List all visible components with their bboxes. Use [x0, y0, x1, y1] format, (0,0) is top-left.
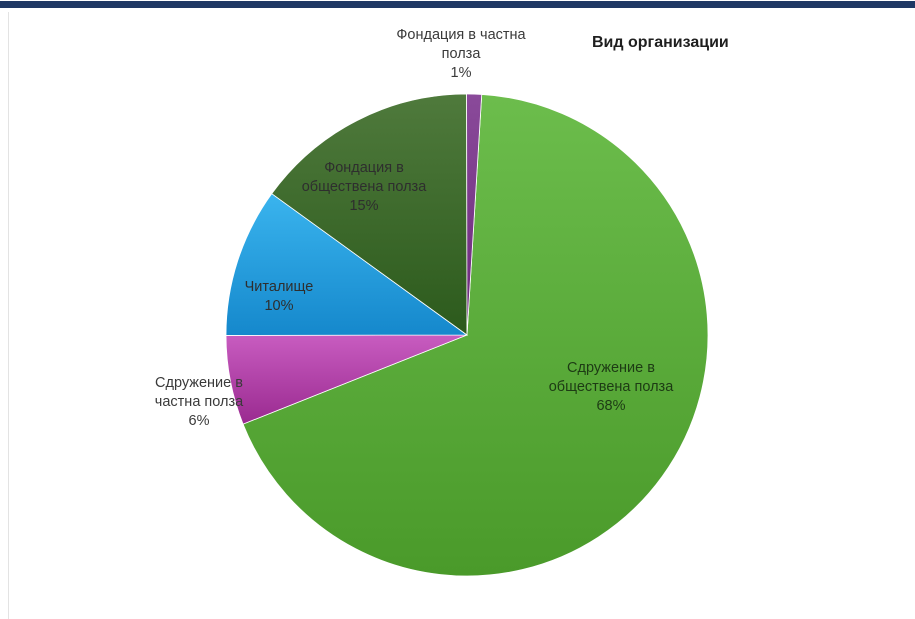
data-label-percent: 15% [349, 198, 378, 214]
data-label-text: полза [442, 46, 482, 62]
data-label-chitalishte: Читалище 10% [245, 279, 314, 314]
pie-slice-sdruzhenie-obshtestvena-polza [242, 94, 709, 577]
cropped-banner-band [0, 1, 915, 8]
chart-title: Вид организации [592, 34, 729, 51]
data-label-percent: 10% [264, 298, 293, 314]
cropped-banner-shapes [0, 1, 915, 8]
data-label-percent: 68% [596, 398, 625, 414]
data-label-text: обществена полза [302, 179, 428, 195]
data-label-percent: 1% [451, 65, 472, 81]
data-label-text: Читалище [245, 279, 314, 295]
cropped-banner [0, 0, 915, 12]
data-label-fondatsia-obshtestvena-polza: Фондация в обществена полза 15% [302, 160, 428, 214]
data-label-text: Фондация в [324, 160, 404, 176]
pie-slice-fondatsia-obshtestvena-polza [271, 93, 468, 336]
pie-slice-fondatsia-chastna-polza [466, 93, 483, 336]
data-label-text: Фондация в частна [396, 27, 526, 43]
data-label-text: частна полза [155, 394, 244, 410]
data-label-text: Сдружение в [567, 360, 655, 376]
chart-area [8, 12, 915, 619]
data-label-sdruzhenie-chastna-polza: Сдружение в частна полза 6% [155, 375, 244, 429]
data-label-text: обществена полза [549, 379, 675, 395]
data-label-text: Сдружение в [155, 375, 243, 391]
data-label-percent: 6% [189, 413, 210, 429]
data-label-fondatsia-chastna-polza: Фондация в частна полза 1% [396, 27, 526, 81]
data-label-sdruzhenie-obshtestvena-polza: Сдружение в обществена полза 68% [549, 360, 675, 414]
pie-slice-chitalishte [225, 193, 469, 336]
